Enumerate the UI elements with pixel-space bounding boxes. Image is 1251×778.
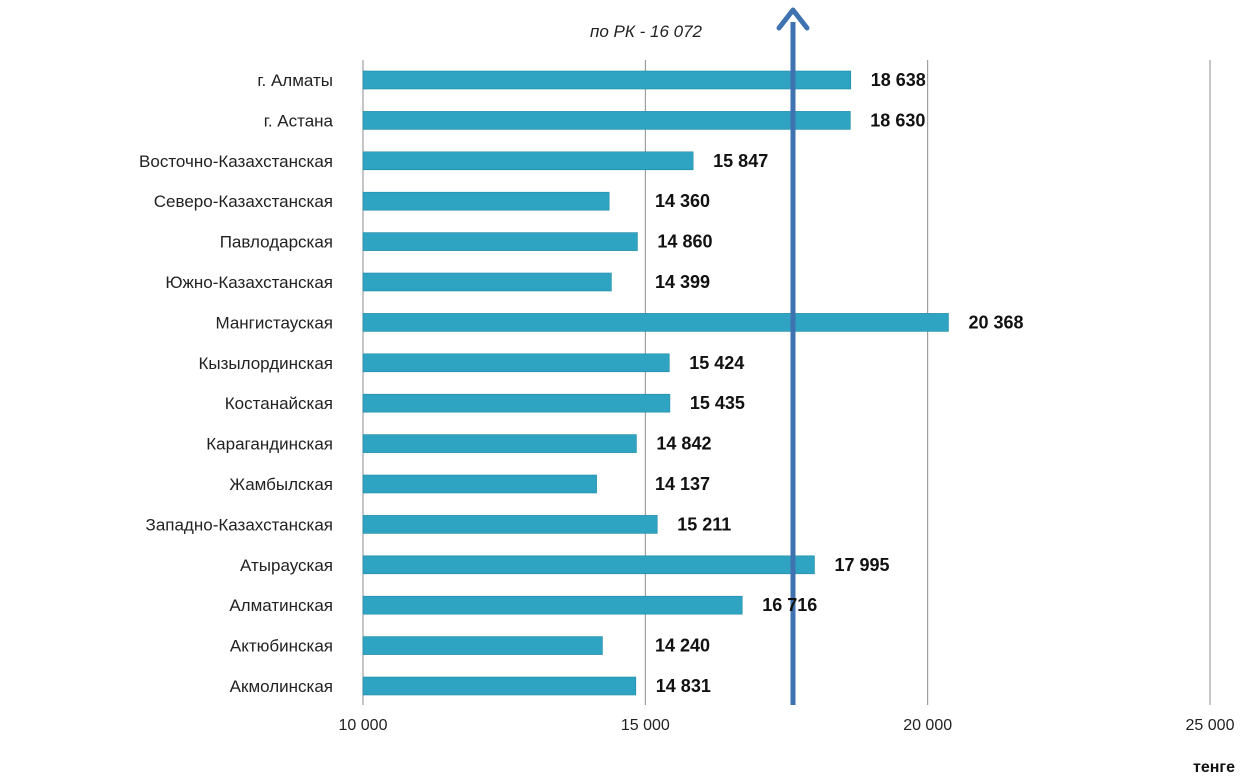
category-label: Мангистауская bbox=[215, 313, 333, 332]
category-label: г. Алматы bbox=[257, 71, 333, 90]
value-label: 14 360 bbox=[655, 191, 710, 211]
category-label: Восточно-Казахстанская bbox=[139, 152, 333, 171]
value-label: 15 211 bbox=[677, 514, 731, 534]
value-label: 14 831 bbox=[656, 676, 711, 696]
value-label: 16 716 bbox=[762, 595, 817, 615]
value-label: 17 995 bbox=[834, 555, 889, 575]
bar bbox=[362, 353, 670, 373]
bar bbox=[362, 313, 949, 332]
bar bbox=[362, 595, 743, 615]
bar bbox=[362, 272, 612, 292]
bar bbox=[362, 676, 637, 696]
value-label: 14 399 bbox=[655, 272, 710, 292]
category-label: Костанайская bbox=[225, 394, 333, 413]
bar bbox=[362, 111, 851, 130]
bar bbox=[362, 70, 852, 90]
bar bbox=[362, 232, 638, 251]
category-label: Кызылординская bbox=[198, 354, 333, 373]
x-tick-label: 10 000 bbox=[339, 717, 388, 734]
reference-line-group: по РК - 16 072 bbox=[590, 7, 810, 705]
bar bbox=[362, 636, 603, 655]
category-label: Западно-Казахстанская bbox=[146, 515, 333, 534]
value-label: 15 424 bbox=[689, 353, 744, 373]
category-label: Жамбылская bbox=[229, 475, 333, 494]
bar bbox=[362, 434, 637, 453]
value-label: 15 847 bbox=[713, 151, 768, 171]
bar bbox=[362, 515, 658, 534]
bars bbox=[362, 70, 949, 696]
category-label: Акмолинская bbox=[230, 677, 333, 696]
value-label: 18 638 bbox=[871, 70, 926, 90]
category-label: Карагандинская bbox=[206, 435, 333, 454]
bar bbox=[362, 555, 815, 575]
category-label: г. Астана bbox=[264, 111, 334, 130]
category-label: Северо-Казахстанская bbox=[154, 192, 333, 211]
bar bbox=[362, 393, 671, 413]
bar bbox=[362, 151, 694, 171]
labels: г. Алматы 18 638 г. Астана 18 630 Восточно-К… bbox=[139, 70, 1023, 696]
value-label: 14 240 bbox=[655, 636, 710, 656]
category-label: Южно-Казахстанская bbox=[165, 273, 333, 292]
category-label: Атырауская bbox=[240, 556, 333, 575]
bar bbox=[362, 474, 597, 494]
value-label: 18 630 bbox=[870, 110, 925, 130]
category-label: Алматинская bbox=[229, 596, 333, 615]
bar bbox=[362, 191, 610, 211]
value-label: 14 860 bbox=[657, 232, 712, 252]
value-label: 14 842 bbox=[656, 434, 711, 454]
reference-label: по РК - 16 072 bbox=[590, 22, 703, 41]
reference-arrow-icon bbox=[776, 7, 810, 31]
category-label: Актюбинская bbox=[230, 637, 333, 656]
x-axis-unit-label: тенге bbox=[1193, 759, 1235, 776]
category-label: Павлодарская bbox=[220, 233, 333, 252]
x-tick-label: 15 000 bbox=[621, 717, 670, 734]
value-label: 20 368 bbox=[968, 312, 1023, 332]
x-tick-label: 20 000 bbox=[903, 717, 952, 734]
value-label: 15 435 bbox=[690, 393, 745, 413]
x-tick-label: 25 000 bbox=[1186, 717, 1235, 734]
x-axis: 10 000 15 000 20 000 25 000 bbox=[339, 717, 1235, 734]
value-label: 14 137 bbox=[655, 474, 710, 494]
